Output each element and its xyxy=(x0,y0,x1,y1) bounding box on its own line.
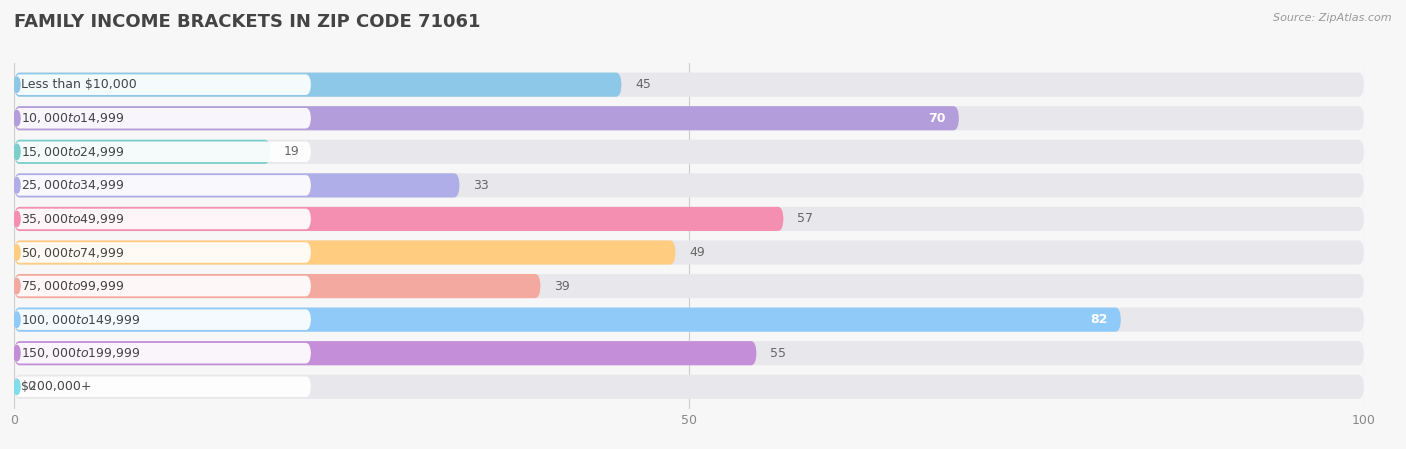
Text: $200,000+: $200,000+ xyxy=(21,380,91,393)
Circle shape xyxy=(14,379,20,395)
FancyBboxPatch shape xyxy=(14,207,783,231)
Circle shape xyxy=(14,77,20,92)
FancyBboxPatch shape xyxy=(14,308,1364,332)
FancyBboxPatch shape xyxy=(14,173,1364,198)
Text: 49: 49 xyxy=(689,246,704,259)
Text: 39: 39 xyxy=(554,280,569,293)
Text: Less than $10,000: Less than $10,000 xyxy=(21,78,138,91)
FancyBboxPatch shape xyxy=(14,240,1364,264)
Text: $75,000 to $99,999: $75,000 to $99,999 xyxy=(21,279,125,293)
FancyBboxPatch shape xyxy=(14,308,1121,332)
Text: 70: 70 xyxy=(928,112,945,125)
FancyBboxPatch shape xyxy=(14,374,1364,399)
FancyBboxPatch shape xyxy=(14,140,270,164)
FancyBboxPatch shape xyxy=(14,309,311,330)
Text: Source: ZipAtlas.com: Source: ZipAtlas.com xyxy=(1274,13,1392,23)
FancyBboxPatch shape xyxy=(14,274,540,298)
FancyBboxPatch shape xyxy=(14,108,311,128)
FancyBboxPatch shape xyxy=(14,207,1364,231)
Text: $100,000 to $149,999: $100,000 to $149,999 xyxy=(21,313,141,326)
Circle shape xyxy=(14,178,20,193)
Text: $50,000 to $74,999: $50,000 to $74,999 xyxy=(21,246,125,260)
Circle shape xyxy=(14,110,20,126)
Text: $10,000 to $14,999: $10,000 to $14,999 xyxy=(21,111,125,125)
FancyBboxPatch shape xyxy=(14,209,311,229)
FancyBboxPatch shape xyxy=(14,341,756,365)
Circle shape xyxy=(14,211,20,227)
Text: $35,000 to $49,999: $35,000 to $49,999 xyxy=(21,212,125,226)
Text: $150,000 to $199,999: $150,000 to $199,999 xyxy=(21,346,141,360)
Circle shape xyxy=(14,345,20,361)
FancyBboxPatch shape xyxy=(14,75,311,95)
Text: 0: 0 xyxy=(28,380,35,393)
FancyBboxPatch shape xyxy=(14,73,1364,97)
Text: $25,000 to $34,999: $25,000 to $34,999 xyxy=(21,178,125,192)
FancyBboxPatch shape xyxy=(14,141,311,162)
Text: FAMILY INCOME BRACKETS IN ZIP CODE 71061: FAMILY INCOME BRACKETS IN ZIP CODE 71061 xyxy=(14,13,481,31)
FancyBboxPatch shape xyxy=(14,140,1364,164)
Circle shape xyxy=(14,278,20,294)
FancyBboxPatch shape xyxy=(14,377,311,397)
Text: 55: 55 xyxy=(770,347,786,360)
Text: 82: 82 xyxy=(1090,313,1108,326)
FancyBboxPatch shape xyxy=(14,106,959,130)
Text: 19: 19 xyxy=(284,145,299,158)
FancyBboxPatch shape xyxy=(14,276,311,296)
Text: 33: 33 xyxy=(472,179,489,192)
Circle shape xyxy=(14,245,20,260)
FancyBboxPatch shape xyxy=(14,73,621,97)
FancyBboxPatch shape xyxy=(14,343,311,364)
FancyBboxPatch shape xyxy=(14,242,311,263)
FancyBboxPatch shape xyxy=(14,106,1364,130)
FancyBboxPatch shape xyxy=(14,175,311,196)
Text: 45: 45 xyxy=(636,78,651,91)
Text: 57: 57 xyxy=(797,212,813,225)
Circle shape xyxy=(14,144,20,159)
FancyBboxPatch shape xyxy=(14,274,1364,298)
Circle shape xyxy=(14,312,20,327)
FancyBboxPatch shape xyxy=(14,240,675,264)
FancyBboxPatch shape xyxy=(14,173,460,198)
FancyBboxPatch shape xyxy=(14,341,1364,365)
Text: $15,000 to $24,999: $15,000 to $24,999 xyxy=(21,145,125,159)
